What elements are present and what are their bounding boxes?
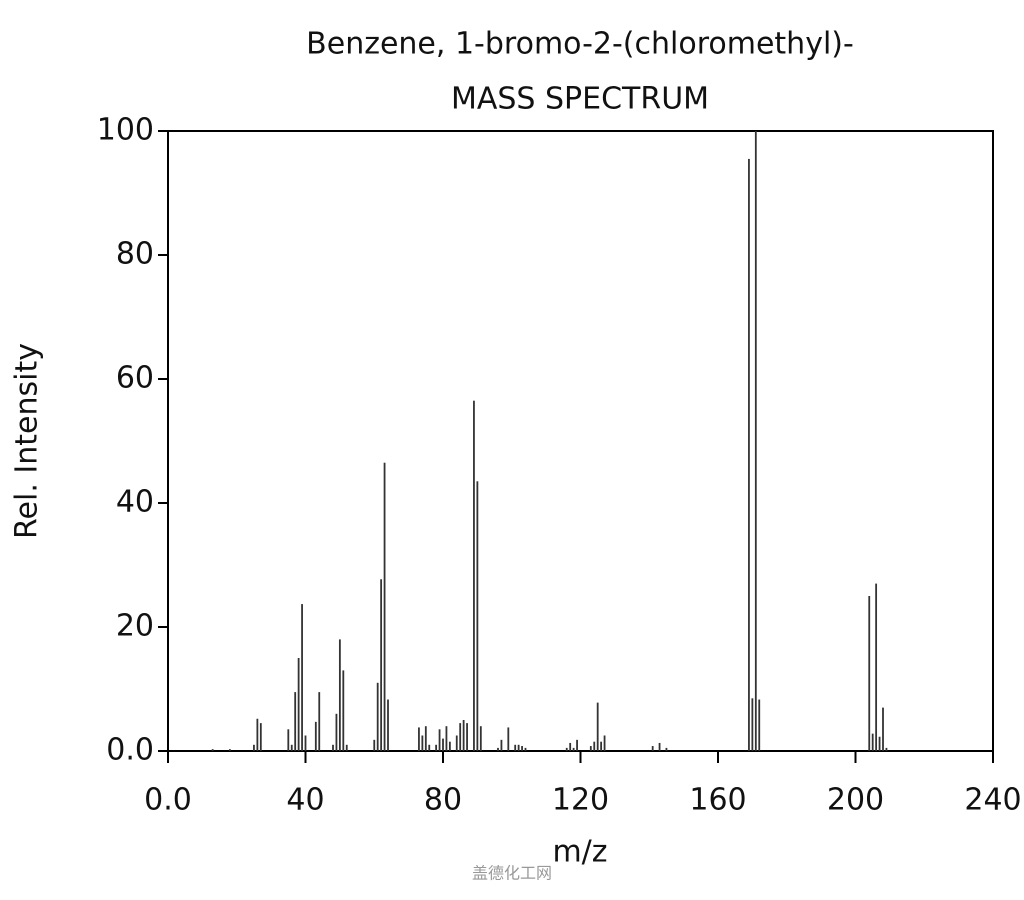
peak [665, 747, 668, 751]
peak [476, 481, 479, 751]
peak [871, 733, 874, 751]
peak [424, 726, 427, 751]
peak [593, 741, 596, 751]
peak [376, 682, 379, 751]
x-tick-label: 120 [552, 783, 609, 818]
peak [448, 741, 451, 751]
peak [524, 747, 527, 751]
peak [507, 727, 510, 751]
peak [748, 158, 750, 751]
chart-title: Benzene, 1-bromo-2-(chloromethyl)- [306, 27, 854, 62]
watermark: 盖德化工网 [472, 864, 552, 883]
peak [466, 723, 468, 751]
peak [445, 726, 448, 751]
peak [435, 744, 438, 751]
peak [500, 739, 503, 751]
peak [521, 746, 523, 751]
y-tick-label: 0.0 [106, 733, 154, 768]
peak [256, 718, 259, 751]
peak [211, 749, 214, 751]
y-tick-label: 80 [116, 237, 154, 272]
x-tick-label: 40 [286, 783, 324, 818]
y-tick-label: 60 [116, 361, 154, 396]
x-axis-label: m/z [552, 835, 607, 870]
peak [421, 735, 424, 751]
x-tick-label: 80 [424, 783, 462, 818]
peak [754, 131, 757, 751]
peak [338, 639, 341, 751]
peak [438, 729, 441, 751]
peak [758, 699, 761, 751]
peak [658, 742, 661, 751]
peak [383, 462, 386, 751]
peak [462, 720, 465, 751]
x-tick-label: 200 [827, 783, 884, 818]
peak [875, 583, 878, 751]
peak [473, 400, 475, 751]
peak [885, 747, 888, 751]
x-tick-label: 240 [964, 783, 1021, 818]
peak [373, 739, 376, 751]
peak [428, 744, 431, 751]
y-tick-label: 40 [116, 485, 154, 520]
peak [442, 738, 444, 751]
peak [572, 747, 575, 751]
peak [517, 744, 520, 751]
peak [600, 741, 603, 751]
peak [569, 742, 572, 751]
peak [878, 736, 881, 751]
y-tick-label: 100 [97, 113, 154, 148]
peak [882, 707, 884, 751]
peak [342, 670, 345, 751]
peak [603, 735, 606, 751]
peak [380, 579, 383, 751]
peak [287, 729, 290, 751]
chart-subtitle: MASS SPECTRUM [451, 82, 709, 117]
peak [318, 692, 321, 751]
peak [497, 747, 499, 751]
peak [304, 735, 307, 751]
peak [253, 744, 255, 751]
peak [387, 699, 389, 751]
peak [259, 723, 262, 751]
peak [751, 698, 754, 751]
peak [294, 692, 297, 751]
peak [459, 723, 462, 751]
peak [228, 749, 231, 751]
peak [651, 746, 654, 751]
peak [345, 744, 348, 751]
peak [596, 702, 599, 751]
peak [455, 735, 458, 751]
peak [290, 744, 293, 751]
peak [565, 747, 568, 751]
peak [314, 721, 317, 751]
y-axis-label: Rel. Intensity [10, 343, 45, 539]
peak [589, 746, 592, 751]
peak [514, 744, 517, 751]
x-tick-label: 160 [689, 783, 746, 818]
peak [418, 727, 420, 751]
peak [576, 739, 578, 751]
y-tick-label: 20 [116, 609, 154, 644]
peak [335, 713, 338, 751]
peak [479, 726, 482, 751]
peak [301, 604, 303, 751]
x-tick-label: 0.0 [144, 783, 192, 818]
peak [868, 596, 871, 751]
peak [332, 744, 334, 751]
peak [297, 658, 300, 751]
